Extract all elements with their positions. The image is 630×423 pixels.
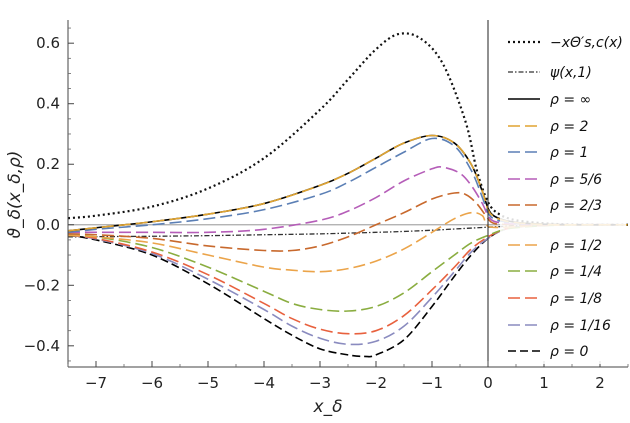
legend-label-4: ρ = 1 [550,145,588,161]
x-tick-label-1: −6 [141,374,163,392]
x-tick-label-9: 2 [595,374,605,392]
legend-background [500,26,626,364]
y-axis-label: ϑ_δ(x_δ,ρ) [5,151,25,239]
x-tick-label-2: −5 [197,374,219,392]
x-tick-label-8: 1 [539,374,549,392]
y-tick-label-0: −0.4 [24,337,60,355]
legend-label-3: ρ = 2 [550,119,589,135]
series-line-8 [67,223,629,312]
x-tick-label-5: −2 [365,374,387,392]
y-tick-label-3: 0.2 [36,155,60,173]
y-tick-label-2: 0.0 [36,216,60,234]
legend-label-6: ρ = 2/3 [550,198,602,214]
legend-label-2: ρ = ∞ [550,92,591,108]
legend-label-11: ρ = 0 [550,344,589,360]
x-tick-label-4: −3 [309,374,331,392]
axes-layer: −7 −6 −5 −4 −3 −2 −1 0 1 2 −0.4 −0.2 0.0 0.2 0.4 0.6 x_δ… [5,20,629,417]
x-tick-label-7: 0 [483,374,493,392]
x-tick-label-3: −4 [253,374,275,392]
legend-label-1: ψ(x,1) [550,65,592,81]
x-tick-label-6: −1 [421,374,443,392]
series-line-5 [68,166,629,234]
x-axis-label: x_δ [313,397,343,417]
legend: −xΘ′s,c(x) ψ(x,1) ρ = ∞ ρ = 2 ρ = 1 ρ = 5/6 ρ … [500,26,626,364]
y-tick-label-1: −0.2 [24,276,60,294]
legend-label-10: ρ = 1/16 [550,318,611,334]
legend-label-0: −xΘ′s,c(x) [550,35,623,51]
y-tick-label-5: 0.6 [36,34,60,52]
y-tick-label-4: 0.4 [36,95,60,113]
x-tick-label-0: −7 [85,374,107,392]
legend-label-7: ρ = 1/2 [550,238,602,254]
legend-label-9: ρ = 1/8 [550,291,602,307]
series-line-6 [67,191,628,252]
legend-label-5: ρ = 5/6 [550,172,602,188]
legend-label-8: ρ = 1/4 [550,264,602,280]
